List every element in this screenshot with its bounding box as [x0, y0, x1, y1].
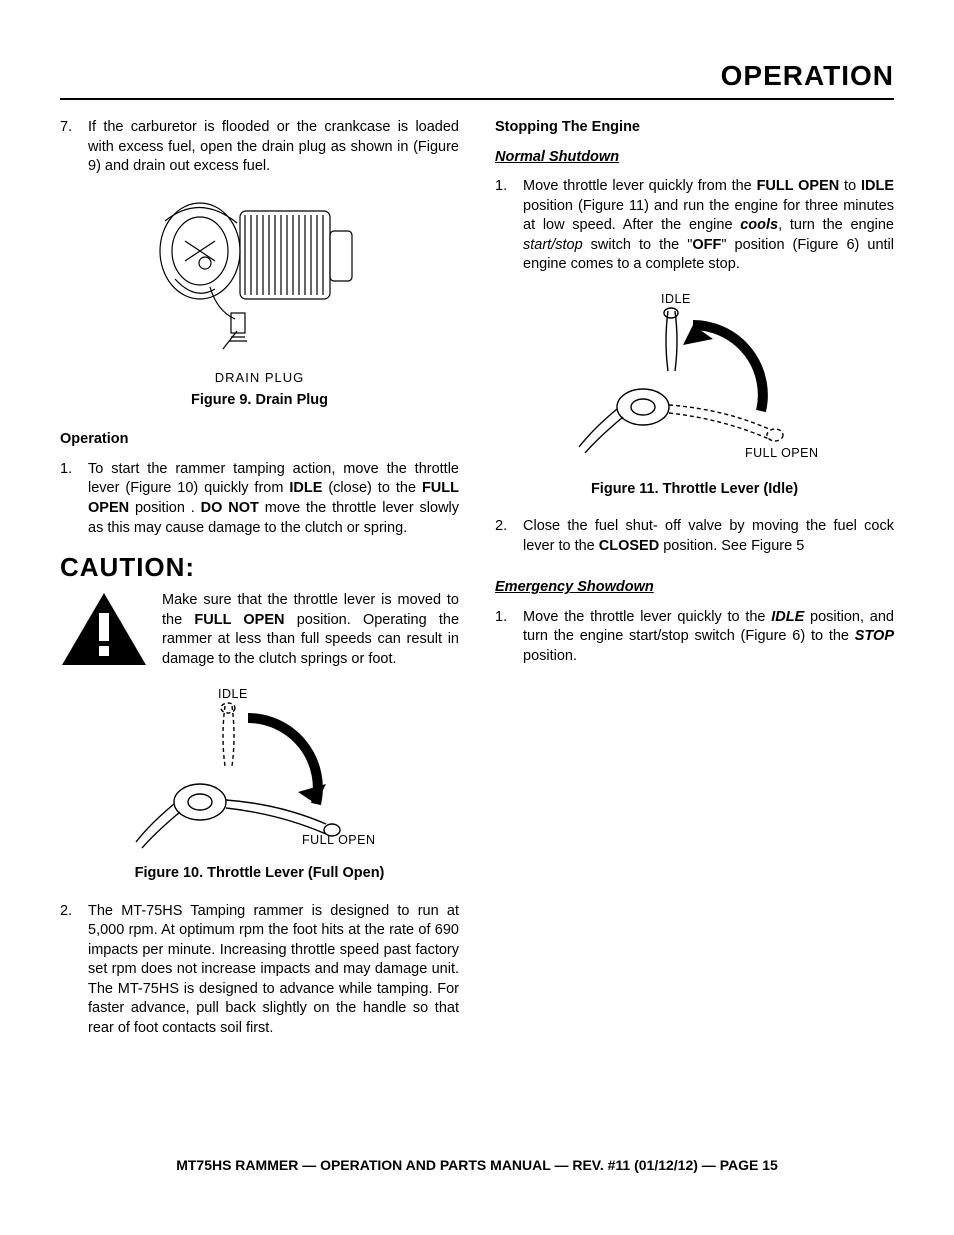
warning-triangle-icon — [60, 591, 148, 667]
idle-label: IDLE — [218, 687, 248, 701]
content-columns: 7. If the carburetor is flooded or the c… — [60, 118, 894, 1051]
list-item-7: 7. If the carburetor is flooded or the c… — [60, 118, 459, 177]
emergency-heading: Emergency Showdown — [495, 578, 894, 598]
text: Move throttle lever quickly from the — [523, 178, 757, 194]
text: , turn the engine — [778, 217, 894, 233]
figure-9: DRAIN PLUG Figure 9. Drain Plug — [60, 191, 459, 411]
list-text: To start the rammer tamping action, move… — [88, 460, 459, 538]
text: Move the throttle lever quickly to the — [523, 609, 771, 625]
drain-plug-illustration — [145, 191, 375, 361]
list-number: 2. — [60, 902, 88, 1039]
list-number: 2. — [495, 517, 523, 556]
operation-item-2: 2. The MT-75HS Tamping rammer is designe… — [60, 902, 459, 1039]
figure-11: IDLE FULL OPEN Figure 11. Throttl — [495, 289, 894, 499]
list-number: 1. — [495, 177, 523, 275]
left-column: 7. If the carburetor is flooded or the c… — [60, 118, 459, 1051]
list-text: Move the throttle lever quickly to the I… — [523, 608, 894, 667]
figure-10: IDLE FULL OPEN Figure 10. Throttl — [60, 684, 459, 884]
throttle-lever-up-illustration: IDLE FULL OPEN — [565, 289, 825, 469]
list-text: Close the fuel shut- off valve by moving… — [523, 517, 894, 556]
list-number: 7. — [60, 118, 88, 177]
figure-10-caption: Figure 10. Throttle Lever (Full Open) — [60, 864, 459, 884]
caution-block: Make sure that the throttle lever is mov… — [60, 591, 459, 669]
bold-italic-cools: cools — [740, 217, 778, 233]
normal-item-2: 2. Close the fuel shut- off valve by mov… — [495, 517, 894, 556]
full-open-label: FULL OPEN — [302, 833, 376, 847]
bold-off: OFF — [692, 237, 721, 253]
bold-idle: IDLE — [289, 480, 322, 496]
list-text: If the carburetor is flooded or the cran… — [88, 118, 459, 177]
operation-item-1: 1. To start the rammer tamping action, m… — [60, 460, 459, 538]
bold-fullopen: FULL OPEN — [194, 612, 284, 628]
bold-fullopen: FULL OPEN — [757, 178, 840, 194]
normal-item-1: 1. Move throttle lever quickly from the … — [495, 177, 894, 275]
drain-plug-label: DRAIN PLUG — [60, 369, 459, 387]
text: (close) to the — [322, 480, 422, 496]
right-column: Stopping The Engine Normal Shutdown 1. M… — [495, 118, 894, 1051]
page-title: OPERATION — [60, 60, 894, 100]
text: to — [839, 178, 861, 194]
figure-11-caption: Figure 11. Throttle Lever (Idle) — [495, 480, 894, 500]
bold-closed: CLOSED — [599, 538, 659, 554]
text: position . — [129, 500, 201, 516]
emergency-item-1: 1. Move the throttle lever quickly to th… — [495, 608, 894, 667]
list-text: The MT-75HS Tamping rammer is designed t… — [88, 902, 459, 1039]
idle-label: IDLE — [661, 292, 691, 306]
bold-italic-idle: IDLE — [771, 609, 804, 625]
caution-title: CAUTION: — [60, 550, 459, 585]
normal-shutdown-heading: Normal Shutdown — [495, 148, 894, 168]
throttle-lever-down-illustration: IDLE FULL OPEN — [130, 684, 390, 854]
italic-startstop: start/stop — [523, 237, 583, 253]
bold-idle: IDLE — [861, 178, 894, 194]
bold-italic-stop: STOP — [855, 628, 894, 644]
bold-donot: DO NOT — [201, 500, 259, 516]
list-number: 1. — [495, 608, 523, 667]
page-footer: MT75HS RAMMER — OPERATION AND PARTS MANU… — [0, 1157, 954, 1173]
full-open-label: FULL OPEN — [745, 446, 819, 460]
text: position. — [523, 648, 577, 664]
text: position. See Figure 5 — [659, 538, 804, 554]
figure-9-caption: Figure 9. Drain Plug — [60, 391, 459, 411]
list-text: Move throttle lever quickly from the FUL… — [523, 177, 894, 275]
caution-text: Make sure that the throttle lever is mov… — [162, 591, 459, 669]
text: switch to the " — [583, 237, 693, 253]
stopping-heading: Stopping The Engine — [495, 118, 894, 138]
operation-heading: Operation — [60, 430, 459, 450]
list-number: 1. — [60, 460, 88, 538]
